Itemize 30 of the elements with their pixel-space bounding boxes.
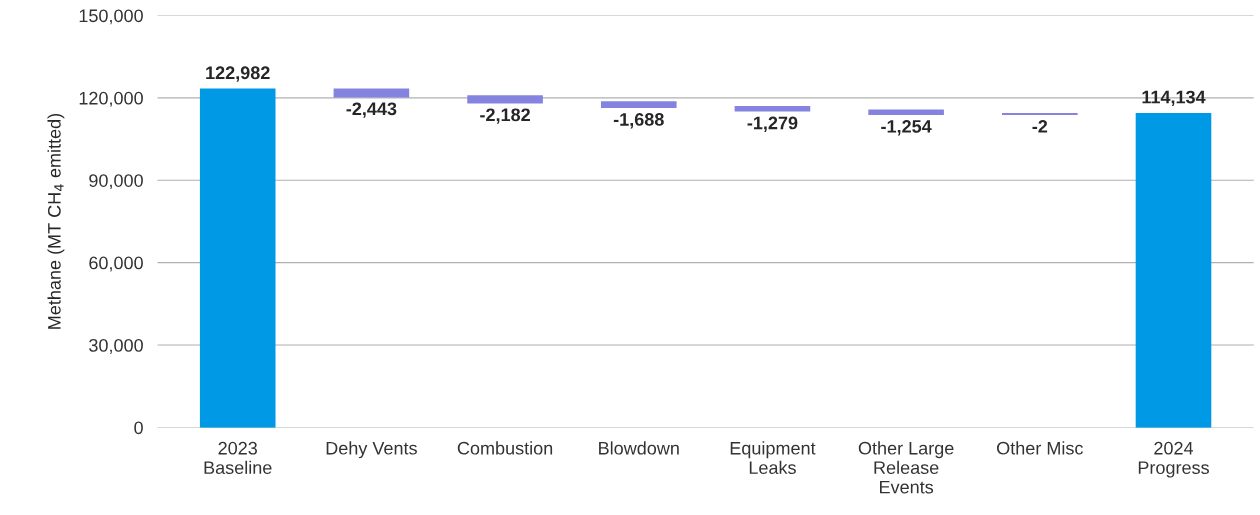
y-tick-label: 0 <box>134 421 143 435</box>
x-tick-label: Combustion <box>457 441 553 455</box>
x-tick-label: Other Misc <box>997 441 1083 455</box>
y-tick-label: 90,000 <box>89 174 143 190</box>
bar <box>734 105 811 112</box>
y-tick-label: 30,000 <box>89 338 143 354</box>
data-label: -2,443 <box>346 102 397 118</box>
data-label: 114,134 <box>1142 90 1206 107</box>
data-label: 122,982 <box>206 66 270 82</box>
y-tick-label: 150,000 <box>79 9 143 25</box>
data-label: -2 <box>1032 119 1048 133</box>
y-axis-title: Methane (MT CH$_{4}$ emitted) <box>47 113 65 329</box>
x-tick-label: 2023 Baseline <box>204 441 272 475</box>
bar <box>1135 112 1212 428</box>
x-tick-label: Blowdown <box>599 441 679 455</box>
x-tick-label: Other Large Release Events <box>858 441 954 494</box>
data-label: -1,254 <box>881 119 932 136</box>
data-label: -1,688 <box>613 113 664 129</box>
bar <box>467 95 543 104</box>
data-label: -2,182 <box>480 108 530 124</box>
bar <box>600 101 677 109</box>
x-tick-label: Equipment Leaks <box>730 441 816 475</box>
x-tick-label: 2024 Progress <box>1138 441 1209 478</box>
y-tick-label: 120,000 <box>79 91 143 107</box>
bar <box>199 88 276 428</box>
y-tick-label: 60,000 <box>89 256 143 272</box>
bar <box>868 109 944 115</box>
bar <box>333 88 410 98</box>
data-label: -1,279 <box>747 116 798 132</box>
x-tick-label: Dehy Vents <box>326 441 417 459</box>
